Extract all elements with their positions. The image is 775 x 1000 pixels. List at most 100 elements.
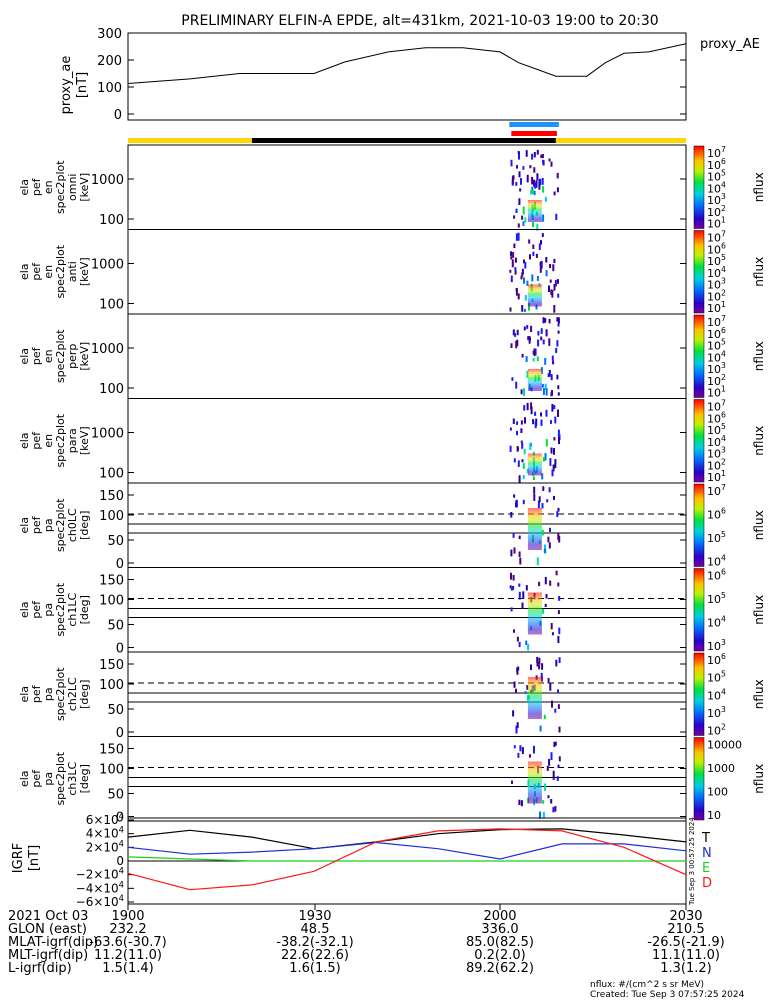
panel-ylabel-line: omni (66, 174, 79, 201)
footer-created: Created: Tue Sep 3 07:57:25 2024 (590, 990, 745, 1000)
spectrogram-pixel (542, 186, 545, 193)
colorbar-tick-label: 106 (707, 568, 726, 583)
spectrogram-pixel (516, 339, 519, 347)
spectrogram-pixel (520, 275, 523, 280)
igrf-line-D (127, 828, 687, 891)
spectrogram-pixel (556, 511, 559, 517)
spectrogram-pixel (532, 358, 535, 362)
panel-tick-label: 1000 (91, 342, 124, 357)
ephem-value: 11.1(11.0) (652, 948, 720, 963)
spectrogram-pixel (546, 499, 549, 503)
spectrogram-pixel (523, 405, 526, 411)
spectrogram-pixel (544, 783, 546, 791)
creation-stamp: Tue Sep 3 00:57:25 2024 (688, 817, 696, 906)
spectrogram-pixel (518, 151, 520, 160)
panel-ylabel-line: ch2LC (66, 677, 79, 711)
panel-ylabel-line: ela (18, 686, 31, 703)
spectrogram-pixel (548, 370, 551, 377)
colorbar-tick-label: 104 (707, 554, 726, 569)
spectrogram-pixel (517, 223, 520, 228)
spectrogram-pixel (540, 154, 543, 159)
energy-spectrogram-panel: ela pef en spec2plot anti [keV] 10001001071061… (18, 229, 766, 315)
spectrogram-pixel (547, 536, 550, 543)
ephem-time-label: 1930 (298, 909, 331, 924)
spectrogram-pixel (538, 581, 541, 587)
spectrogram-pixel (556, 317, 559, 322)
spectrogram-pixel (550, 289, 553, 295)
spectrogram-pixel (524, 217, 527, 223)
colorbar-label: nflux (752, 764, 766, 794)
spectrogram-pixel (545, 257, 548, 263)
spectrogram-pixel (536, 557, 539, 566)
spectrogram-pixel (533, 152, 536, 158)
spectrogram-pixel (544, 383, 547, 390)
spectrogram-pixel (553, 258, 556, 264)
spectrogram-pixel (551, 290, 554, 298)
spectrogram-pixel (538, 496, 541, 503)
spectrogram-pixel (557, 385, 560, 390)
spectrogram-pixel (558, 595, 561, 601)
spectrogram-pixel (537, 339, 540, 347)
spectrogram-pixel (529, 337, 531, 341)
spectrogram-pixel (526, 402, 529, 411)
spectrogram-pixel (531, 176, 534, 185)
spectrogram-pixel (518, 799, 521, 805)
spectrogram-pixel (540, 336, 543, 341)
panel-tick-label: 1000 (91, 258, 124, 273)
spectrogram-pixel (550, 447, 553, 454)
spectrogram-pixel (541, 383, 544, 388)
panel-ylabel-line: pa (42, 772, 55, 786)
spectrogram-pixel (520, 178, 522, 185)
colorbar-tick-label: 102 (707, 723, 726, 738)
ephem-value: -63.6(-30.7) (89, 935, 166, 950)
spectrogram-pixel (517, 150, 520, 154)
spectrogram-pixel (556, 172, 559, 179)
panel-ylabel-line: en (42, 434, 55, 448)
colorbar: 106 105 104 103 nflux (693, 568, 766, 653)
spectrogram-pixel (557, 610, 560, 615)
spectrogram-pixel (547, 373, 550, 377)
panel-tick-label: 100 (99, 594, 124, 609)
colorbar-label: nflux (752, 426, 766, 456)
spectrogram-pixel (524, 262, 527, 269)
spectrogram-pixel (528, 303, 530, 311)
spectrogram-pixel (542, 811, 545, 819)
spectrogram-pixel (512, 585, 515, 590)
spectrogram-pixel (539, 811, 541, 819)
panel-tick-label: 0 (116, 642, 124, 657)
spectrogram-pixel (525, 585, 528, 591)
spectrogram-pixel (547, 678, 550, 684)
spectrogram-pixel (512, 329, 515, 336)
spectrogram-pixel (550, 420, 552, 424)
spectrogram-core (527, 369, 542, 391)
spectrogram-pixel (523, 326, 526, 331)
panel-tick-label: 1000 (91, 427, 124, 442)
spectrogram-pixel (509, 445, 512, 452)
spectrogram-pixel (552, 770, 555, 778)
spectrogram-pixel (544, 544, 546, 551)
spectrogram-pixel (526, 370, 529, 378)
spectrogram-pixel (516, 636, 519, 642)
spectrogram-pixel (522, 591, 525, 599)
colorbar-tick-label: 101 (707, 385, 726, 400)
panel-ylabel-line: pef (30, 600, 43, 619)
spectrogram-pixel (532, 419, 535, 425)
igrf-ylabel-2: [nT] (27, 845, 42, 871)
spectrogram-pixel (533, 494, 536, 501)
proxy-ae-tick-label: 200 (97, 54, 122, 69)
spectrogram-pixel (536, 275, 539, 281)
spectrogram-core (527, 453, 542, 476)
spectrogram-pixel (512, 418, 515, 424)
spectrogram-panels: ela pef en spec2plot omni [keV] 10001001071061… (18, 144, 766, 826)
igrf-legend-T: T (701, 831, 710, 846)
spectrogram-pixel (541, 473, 544, 480)
spectrogram-pixel (535, 253, 538, 258)
spectrogram-core (527, 200, 542, 222)
colorbar-tick-label: 103 (707, 638, 726, 653)
energy-spectrogram-panel: ela pef en spec2plot omni [keV] 10001001071061… (18, 144, 766, 231)
spectrogram-pixel (510, 607, 513, 612)
panel-tick-label: 100 (99, 467, 124, 482)
panel-tick-label: 1000 (91, 173, 124, 188)
spectrogram-pixel (529, 254, 531, 260)
